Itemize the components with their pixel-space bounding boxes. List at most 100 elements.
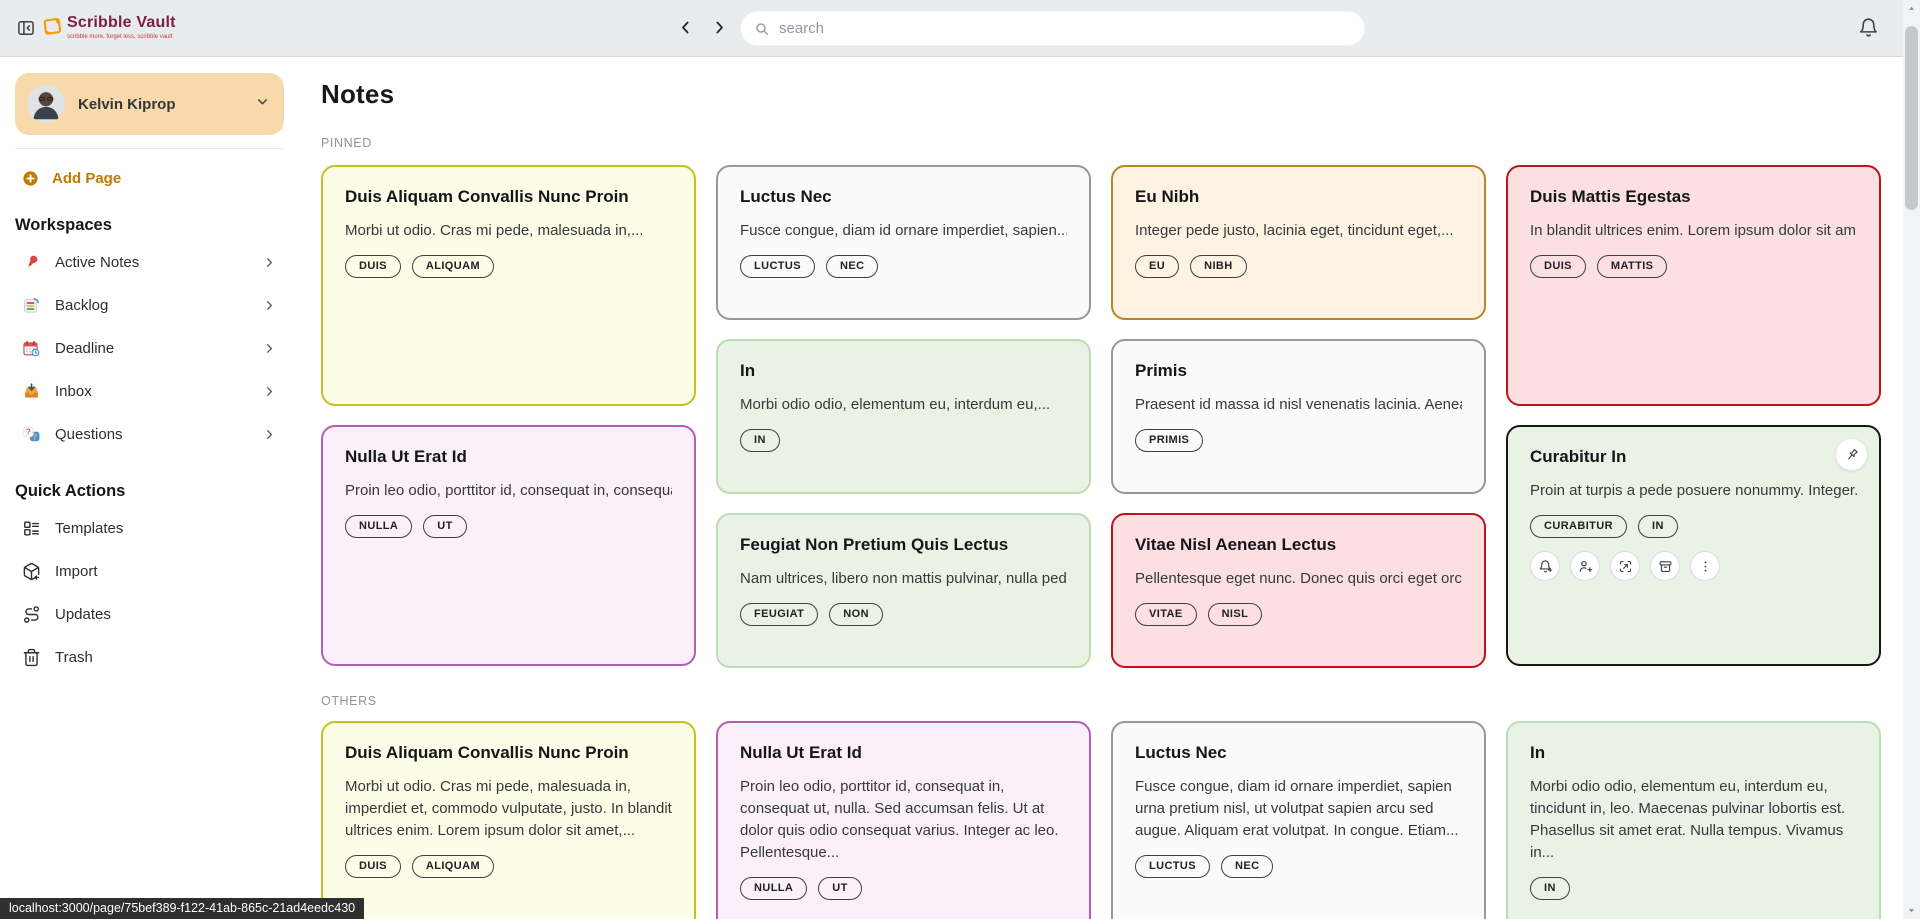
sidebar-toggle-icon[interactable]	[15, 18, 37, 40]
note-title: Nulla Ut Erat Id	[345, 446, 672, 468]
note-tag: FEUGIAT	[740, 603, 818, 626]
note-excerpt: In blandit ultrices enim. Lorem ipsum do…	[1530, 220, 1857, 242]
sidebar-item-inbox[interactable]: Inbox	[0, 370, 300, 413]
add-reminder-button[interactable]	[1530, 551, 1560, 581]
more-options-button[interactable]	[1690, 551, 1720, 581]
user-menu[interactable]: Kelvin Kiprop	[15, 73, 284, 135]
note-tag: NON	[829, 603, 883, 626]
note-card-nulla-ut-erat-id[interactable]: Nulla Ut Erat IdProin leo odio, porttito…	[321, 425, 696, 666]
note-tag: DUIS	[345, 855, 401, 878]
scroll-up-icon[interactable]	[1903, 0, 1920, 17]
sidebar-item-questions[interactable]: ??Questions	[0, 413, 300, 456]
share-button[interactable]	[1610, 551, 1640, 581]
sidebar-item-label: Templates	[55, 520, 276, 537]
pinned-column: Eu Nibh Integer pede justo, lacinia eget,…	[1111, 165, 1486, 668]
note-excerpt: Morbi ut odio. Cras mi pede, malesuada i…	[345, 220, 672, 242]
others-section-label: OTHERS	[321, 694, 1903, 708]
note-title: Primis	[1135, 360, 1462, 382]
note-title: In	[1530, 742, 1857, 764]
note-tag: PRIMIS	[1135, 429, 1203, 452]
sidebar-item-label: Active Notes	[55, 254, 263, 271]
note-excerpt: Proin at turpis a pede posuere nonummy. …	[1530, 480, 1857, 502]
note-card-luctus-nec[interactable]: Luctus NecFusce congue, diam id ornare i…	[716, 165, 1091, 320]
pin-button[interactable]	[1835, 438, 1868, 471]
archive-button[interactable]	[1650, 551, 1680, 581]
sidebar-nav: WorkspacesActive NotesBacklogDeadlineInb…	[0, 216, 300, 679]
note-card-in[interactable]: In Morbi odio odio, elementum eu, interdu…	[716, 339, 1091, 494]
notifications-bell-icon[interactable]	[1855, 16, 1881, 42]
nav-back-icon[interactable]	[672, 16, 698, 42]
chevron-right-icon	[263, 428, 276, 441]
sidebar-item-deadline[interactable]: Deadline	[0, 327, 300, 370]
add-collaborator-button[interactable]	[1570, 551, 1600, 581]
user-name: Kelvin Kiprop	[78, 96, 255, 113]
note-card-curabitur-in[interactable]: Curabitur InProin at turpis a pede posue…	[1506, 425, 1881, 666]
scrollbar-thumb[interactable]	[1905, 26, 1918, 210]
note-card-luctus-nec[interactable]: Luctus Nec Fusce congue, diam id ornare i…	[1111, 721, 1486, 919]
nav-forward-icon[interactable]	[706, 16, 732, 42]
note-card-duis-mattis-egestas[interactable]: Duis Mattis EgestasIn blandit ultrices e…	[1506, 165, 1881, 406]
tag-row: DUISALIQUAM	[345, 855, 672, 878]
sidebar-item-label: Updates	[55, 606, 276, 623]
note-excerpt: Morbi odio odio, elementum eu, interdum …	[740, 394, 1067, 416]
scrollbar	[1903, 0, 1920, 919]
pinned-column: Duis Mattis EgestasIn blandit ultrices e…	[1506, 165, 1881, 668]
tag-row: FEUGIAT NON	[740, 603, 1067, 626]
tag-row: LUCTUSNEC	[1135, 855, 1462, 878]
sidebar-item-trash[interactable]: Trash	[0, 636, 300, 679]
tag-row: LUCTUSNEC	[740, 255, 1067, 278]
note-title: Vitae Nisl Aenean Lectus	[1135, 534, 1462, 556]
note-card-eu-nibh[interactable]: Eu Nibh Integer pede justo, lacinia eget,…	[1111, 165, 1486, 320]
note-title: In	[740, 360, 1067, 382]
note-tag: IN	[740, 429, 780, 452]
note-card-in[interactable]: In Morbi odio odio, elementum eu, interdu…	[1506, 721, 1881, 919]
sidebar-item-import[interactable]: Import	[0, 550, 300, 593]
others-grid: Duis Aliquam Convallis Nunc ProinMorbi u…	[321, 721, 1903, 919]
tag-row: DUISALIQUAM	[345, 255, 672, 278]
note-tag: LUCTUS	[740, 255, 815, 278]
sidebar-item-backlog[interactable]: Backlog	[0, 284, 300, 327]
note-excerpt: Morbi odio odio, elementum eu, interdum …	[1530, 776, 1857, 864]
note-card-primis[interactable]: Primis Praesent id massa id nisl venenati…	[1111, 339, 1486, 494]
note-card-nulla-ut-erat-id[interactable]: Nulla Ut Erat IdProin leo odio, porttito…	[716, 721, 1091, 919]
pinned-grid: Duis Aliquam Convallis Nunc ProinMorbi u…	[321, 165, 1903, 668]
note-excerpt: Fusce congue, diam id ornare imperdiet, …	[1135, 776, 1462, 842]
sidebar-item-active-notes[interactable]: Active Notes	[0, 241, 300, 284]
note-card-vitae-nisl-aenean-lectus[interactable]: Vitae Nisl Aenean LectusPellentesque ege…	[1111, 513, 1486, 668]
note-title: Eu Nibh	[1135, 186, 1462, 208]
search-input[interactable]	[779, 20, 1339, 37]
note-tag: DUIS	[345, 255, 401, 278]
tag-row: VITAENISL	[1135, 603, 1462, 626]
note-excerpt: Nam ultrices, libero non mattis pulvinar…	[740, 568, 1067, 590]
scroll-down-icon[interactable]	[1903, 902, 1920, 919]
sidebar-item-templates[interactable]: Templates	[0, 507, 300, 550]
note-title: Luctus Nec	[1135, 742, 1462, 764]
note-title: Feugiat Non Pretium Quis Lectus	[740, 534, 1067, 556]
note-tag: CURABITUR	[1530, 515, 1627, 538]
templates-icon	[22, 519, 41, 538]
plus-circle-icon	[22, 170, 39, 187]
note-title: Duis Aliquam Convallis Nunc Proin	[345, 742, 672, 764]
note-card-duis-aliquam-convallis-nunc-proin[interactable]: Duis Aliquam Convallis Nunc ProinMorbi u…	[321, 721, 696, 919]
sidebar: Kelvin Kiprop Add Page WorkspacesActive …	[0, 57, 300, 919]
tag-row: PRIMIS	[1135, 429, 1462, 452]
sidebar-item-updates[interactable]: Updates	[0, 593, 300, 636]
note-card-feugiat-non-pretium-quis-lectus[interactable]: Feugiat Non Pretium Quis Lectus Nam ultri…	[716, 513, 1091, 668]
note-tag: NULLA	[740, 877, 807, 900]
note-card-duis-aliquam-convallis-nunc-proin[interactable]: Duis Aliquam Convallis Nunc ProinMorbi u…	[321, 165, 696, 406]
import-icon	[22, 562, 41, 581]
app-title: Scribble Vault	[67, 12, 176, 34]
note-excerpt: Integer pede justo, lacinia eget, tincid…	[1135, 220, 1462, 242]
questions-icon: ??	[22, 425, 41, 444]
sidebar-item-label: Import	[55, 563, 276, 580]
svg-text:?: ?	[26, 428, 31, 437]
note-tag: LUCTUS	[1135, 855, 1210, 878]
topbar: Scribble Vault scribble more, forget les…	[0, 0, 1903, 57]
pinned-column: Luctus NecFusce congue, diam id ornare i…	[716, 165, 1091, 668]
note-excerpt: Praesent id massa id nisl venenatis laci…	[1135, 394, 1462, 416]
note-excerpt: Fusce congue, diam id ornare imperdiet, …	[740, 220, 1067, 242]
add-page-button[interactable]: Add Page	[22, 162, 121, 194]
sidebar-item-label: Inbox	[55, 383, 263, 400]
section-header-quick-actions: Quick Actions	[15, 482, 300, 501]
page-title: Notes	[321, 79, 1903, 110]
